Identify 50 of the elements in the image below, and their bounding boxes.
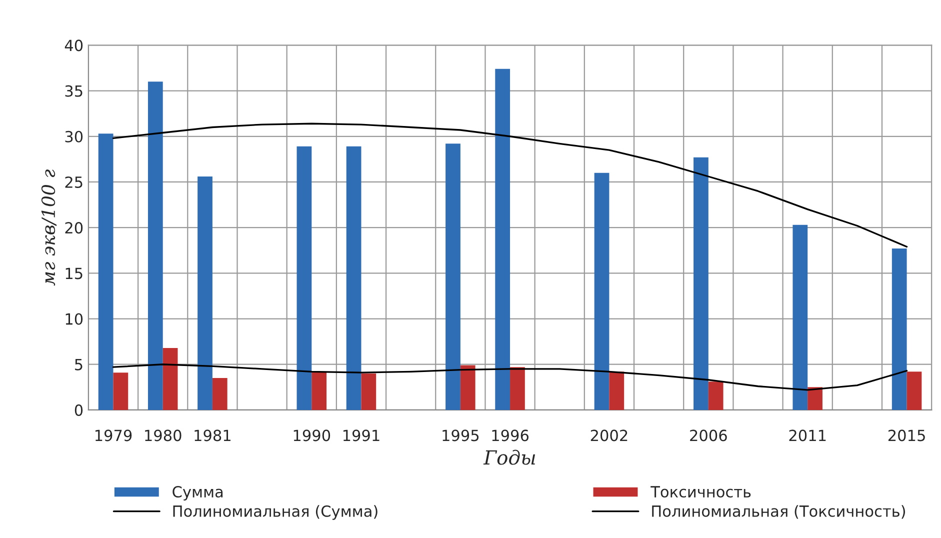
y-tick-label: 35 — [65, 85, 82, 97]
x-tick-label: 2002 — [590, 430, 628, 442]
y-axis-title: мг экв/100 г — [41, 169, 57, 286]
bar — [212, 378, 228, 410]
bar — [694, 157, 708, 410]
y-tick-label: 30 — [65, 130, 83, 142]
line-series — [112, 122, 908, 248]
x-tick-label: 2006 — [690, 430, 727, 442]
bar — [792, 224, 808, 410]
bar — [495, 68, 510, 410]
bar — [609, 372, 624, 410]
x-axis-title: Годы — [483, 450, 536, 465]
bar — [361, 373, 376, 410]
line-series — [112, 364, 908, 391]
bar — [98, 134, 114, 410]
x-tick-label: 1979 — [95, 430, 132, 442]
bar — [113, 372, 128, 410]
x-tick-label: 2015 — [888, 430, 925, 442]
bar — [346, 146, 362, 410]
bar — [296, 146, 312, 410]
y-tick-label: 15 — [66, 268, 82, 280]
x-tick-label: 1995 — [442, 430, 479, 442]
bar — [312, 372, 327, 410]
y-tick-label: 20 — [65, 222, 83, 234]
bar — [906, 372, 922, 410]
bar — [148, 82, 163, 410]
y-tick-label: 0 — [74, 404, 83, 416]
x-tick-label: 1990 — [294, 430, 330, 442]
x-tick-label: 1981 — [194, 430, 230, 442]
bar — [892, 248, 907, 410]
x-tick-label: 1996 — [492, 430, 528, 442]
legend-label: Токсичность — [650, 486, 751, 498]
bar — [708, 382, 724, 410]
legend-label: Полиномиальная (Сумма) — [173, 505, 378, 520]
x-tick-label: 1991 — [343, 430, 380, 442]
bar — [446, 144, 460, 410]
x-tick-label: 1980 — [145, 430, 182, 442]
y-tick-label: 10 — [66, 313, 83, 325]
bar — [162, 348, 178, 410]
bar — [510, 367, 525, 410]
y-tick-label: 40 — [64, 40, 83, 52]
bar — [460, 365, 476, 410]
bar — [594, 172, 610, 410]
legend-label: Сумма — [172, 486, 223, 500]
y-tick-label: 5 — [75, 359, 82, 370]
y-tick-label: 25 — [65, 176, 82, 188]
bar — [198, 176, 212, 410]
legend-label: Полиномиальная (Токсичность) — [652, 505, 905, 519]
x-tick-label: 2011 — [789, 430, 826, 442]
bar — [808, 387, 822, 410]
